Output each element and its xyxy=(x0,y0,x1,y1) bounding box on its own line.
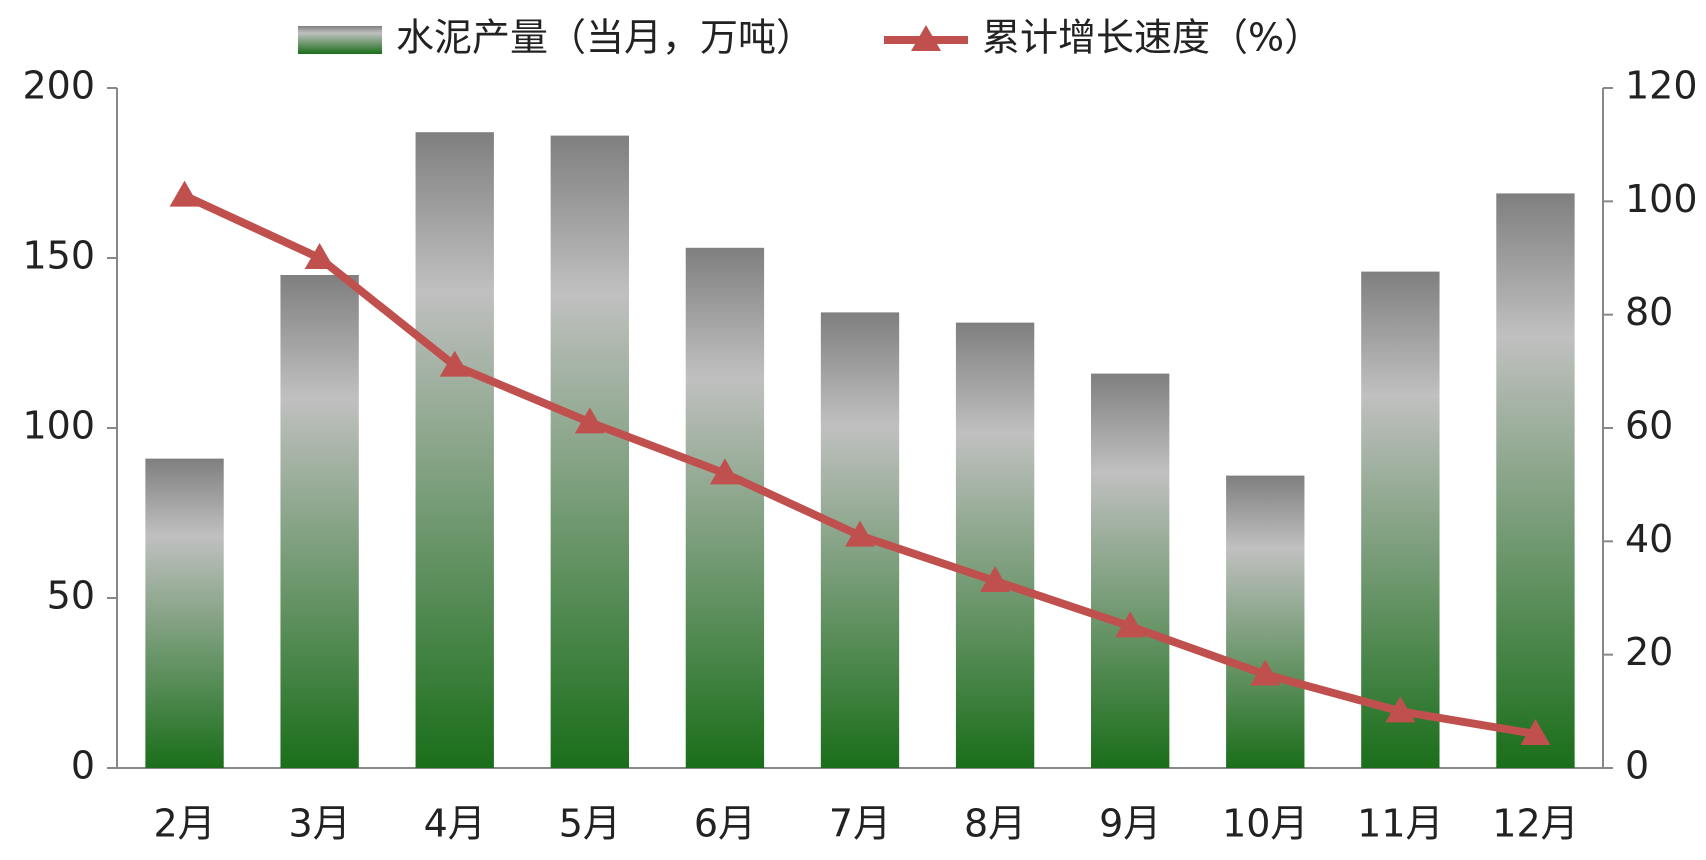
line-marker xyxy=(304,243,335,269)
line-marker xyxy=(845,520,875,547)
y2-tick-label: 120 xyxy=(1625,64,1698,108)
line-marker xyxy=(574,407,605,434)
x-tick-label: 11月 xyxy=(1357,802,1443,846)
line-marker xyxy=(1250,659,1281,686)
line-marker xyxy=(1520,719,1551,745)
y-tick-label: 0 xyxy=(71,744,95,788)
line-marker xyxy=(1115,611,1146,638)
y2-tick-label: 20 xyxy=(1625,630,1673,674)
y-tick-label: 200 xyxy=(22,64,95,108)
y2-tick-label: 40 xyxy=(1625,517,1673,561)
line-marker xyxy=(439,350,470,377)
legend-label: 水泥产量（当月，万吨） xyxy=(396,16,814,60)
bar xyxy=(280,275,359,768)
line-marker xyxy=(169,180,200,207)
y2-tick-label: 0 xyxy=(1625,744,1649,788)
x-tick-label: 9月 xyxy=(1099,802,1161,846)
x-tick-label: 2月 xyxy=(153,802,215,846)
legend-swatch xyxy=(298,26,382,54)
bar xyxy=(145,458,224,768)
y2-tick-label: 100 xyxy=(1625,177,1698,221)
line-marker xyxy=(1385,696,1416,723)
y-tick-label: 150 xyxy=(22,234,95,278)
x-tick-label: 10月 xyxy=(1222,802,1308,846)
y-tick-label: 100 xyxy=(22,404,95,448)
bar xyxy=(1226,475,1305,768)
line-marker xyxy=(980,566,1011,592)
y-tick-label: 50 xyxy=(47,574,95,618)
x-tick-label: 4月 xyxy=(424,802,486,846)
legend-marker xyxy=(911,25,942,51)
bar xyxy=(1361,271,1440,768)
x-tick-label: 7月 xyxy=(829,802,891,846)
y2-tick-label: 80 xyxy=(1625,290,1673,334)
bar xyxy=(1091,373,1170,768)
bar xyxy=(955,322,1035,768)
x-tick-label: 3月 xyxy=(289,802,351,846)
x-tick-label: 6月 xyxy=(694,802,756,846)
legend-label: 累计增长速度（%） xyxy=(982,16,1322,60)
y2-tick-label: 60 xyxy=(1625,404,1673,448)
x-tick-label: 5月 xyxy=(559,802,621,846)
bar xyxy=(415,132,494,768)
bar xyxy=(685,247,765,769)
x-tick-label: 8月 xyxy=(964,802,1026,846)
line-marker xyxy=(709,458,740,485)
x-tick-label: 12月 xyxy=(1492,802,1578,846)
bar xyxy=(550,135,629,769)
bar xyxy=(1496,193,1575,768)
